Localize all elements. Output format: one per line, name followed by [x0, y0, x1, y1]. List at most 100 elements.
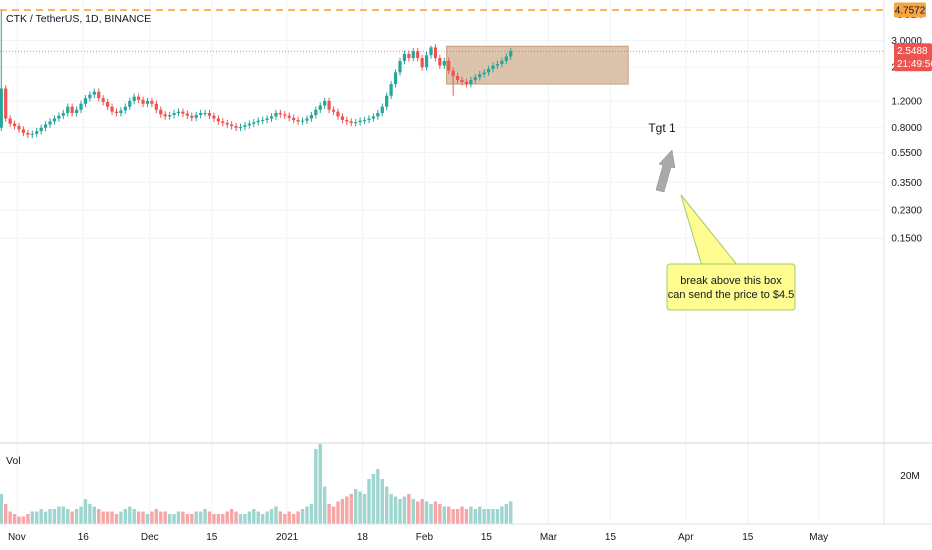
- candle-body: [256, 120, 260, 123]
- volume-bar: [132, 509, 136, 524]
- symbol-title[interactable]: CTK / TetherUS, 1D, BINANCE: [6, 13, 151, 25]
- candle-body: [66, 106, 70, 113]
- volume-bar: [167, 514, 172, 524]
- candle-body: [75, 109, 79, 113]
- candle-body: [438, 58, 442, 66]
- volume-bar: [438, 504, 442, 524]
- volume-bar: [349, 494, 353, 524]
- candle-body: [8, 118, 12, 124]
- volume-bar: [327, 504, 331, 524]
- volume-bar: [296, 511, 300, 524]
- candle-body: [207, 113, 212, 116]
- candle-body: [199, 113, 203, 116]
- volume-bar: [114, 514, 119, 524]
- volume-bar: [12, 514, 17, 524]
- time-tick-label: 15: [605, 532, 617, 543]
- callout-text-line2: can send the price to $4.5: [668, 289, 795, 301]
- candle-body: [358, 120, 362, 123]
- candle-body: [278, 113, 282, 115]
- candle-body: [460, 79, 464, 82]
- candle-body: [70, 106, 74, 113]
- volume-bar: [385, 486, 389, 524]
- time-tick-label: 15: [742, 532, 754, 543]
- candle-body: [132, 96, 136, 101]
- volume-bar: [486, 509, 491, 524]
- candle-body: [97, 91, 101, 99]
- candle-body: [464, 81, 469, 85]
- volume-bar: [57, 506, 61, 524]
- volume-bar: [4, 504, 8, 524]
- candle-body: [371, 116, 376, 119]
- candle-body: [79, 103, 83, 110]
- volume-bar: [74, 509, 79, 524]
- candle-body: [283, 114, 287, 116]
- candle-body: [478, 74, 482, 78]
- volume-bar: [362, 494, 367, 524]
- time-tick-label: Nov: [8, 532, 26, 543]
- grid: [0, 0, 884, 524]
- volume-bar: [283, 514, 287, 524]
- price-tick-label: 0.2300: [891, 206, 922, 217]
- callout-text-line1: break above this box: [680, 275, 782, 287]
- candle-body: [500, 60, 504, 65]
- candle-body: [12, 123, 17, 127]
- volume-bar: [473, 509, 477, 524]
- candle-body: [52, 118, 57, 122]
- candle-body: [221, 121, 225, 123]
- volume-bar: [229, 509, 234, 524]
- target-arrow[interactable]: [655, 149, 676, 193]
- volume-bar: [331, 506, 336, 524]
- volume-bar: [35, 511, 39, 524]
- volume-bar: [110, 511, 114, 524]
- price-axis[interactable]: USDT 28.000018.000012.00008.00003.00002.…: [883, 0, 924, 524]
- volume-bar: [39, 509, 43, 524]
- time-tick-label: 16: [78, 532, 90, 543]
- volume-bar: [159, 511, 163, 524]
- time-axis[interactable]: Nov 16 Dec 15 2021 18 Feb 15 Mar 15 Apr 15 May: [0, 523, 932, 543]
- volume-bar: [314, 449, 318, 524]
- volume-bar: [190, 514, 194, 524]
- volume-bar: [234, 511, 238, 524]
- volume-bar: [416, 501, 420, 524]
- target-price-tag: 4.7572: [894, 2, 926, 18]
- volume-bar: [376, 469, 380, 524]
- volume-bar: [433, 501, 438, 524]
- candle-body: [17, 126, 21, 130]
- candle-body: [137, 96, 141, 100]
- candle-body: [345, 119, 349, 122]
- candle-body: [509, 51, 513, 57]
- candle-body: [83, 98, 88, 104]
- callout[interactable]: break above this box can send the price …: [666, 194, 796, 311]
- candle-body: [411, 51, 415, 59]
- volume-bar: [212, 514, 216, 524]
- candle-body: [455, 76, 460, 80]
- target-arrow-shape: [655, 149, 676, 193]
- volume-bar: [79, 506, 83, 524]
- volume-bar: [291, 514, 296, 524]
- volume-bar: [265, 511, 269, 524]
- candle-body: [300, 120, 305, 122]
- candle-body: [225, 122, 229, 125]
- time-tick-label: Mar: [540, 532, 558, 543]
- volume-bars: [0, 444, 513, 524]
- target-price-tag-text: 4.7572: [895, 6, 926, 17]
- candle-body: [269, 116, 274, 119]
- price-tick-label: 3.0000: [891, 36, 922, 47]
- candle-body: [21, 129, 26, 133]
- volume-tick-label: 20M: [900, 471, 919, 482]
- volume-bar: [123, 509, 128, 524]
- candle-body: [287, 115, 291, 118]
- volume-bar: [70, 511, 74, 524]
- volume-bar: [198, 511, 203, 524]
- price-tick-label: 0.5500: [891, 148, 922, 159]
- volume-title: Vol: [6, 455, 21, 467]
- price-tick-label: 1.2000: [891, 96, 922, 107]
- time-tick-label: 15: [481, 532, 493, 543]
- candle-body: [367, 118, 371, 120]
- volume-bar: [393, 496, 398, 524]
- candle-body: [495, 64, 500, 66]
- volume-bar: [150, 511, 154, 524]
- volume-bar: [398, 499, 402, 524]
- candle-body: [238, 126, 243, 128]
